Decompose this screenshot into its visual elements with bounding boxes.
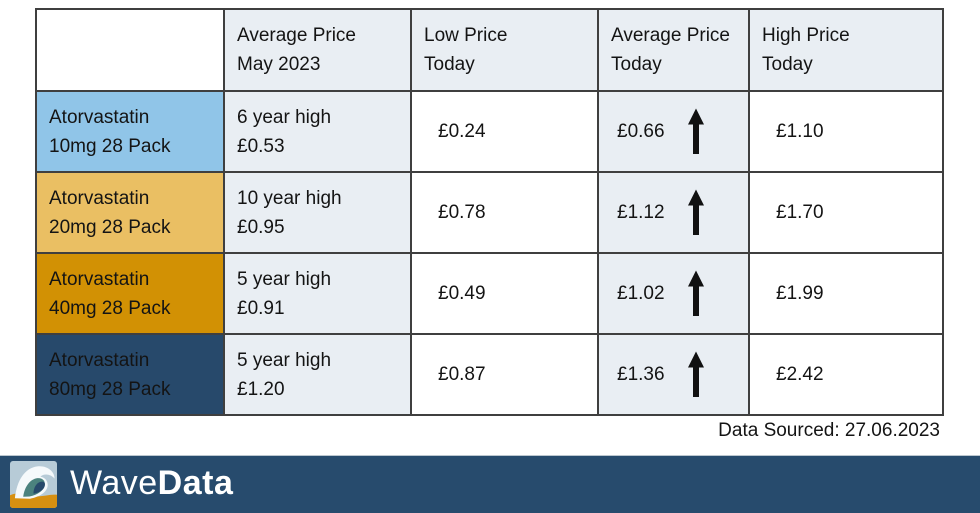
may-price-cell: 5 year high £0.91 <box>223 252 412 335</box>
may-price-cell: 6 year high £0.53 <box>223 90 412 173</box>
avg-price-value: £1.12 <box>617 201 665 223</box>
table-row: Atorvastatin 10mg 28 Pack 6 year high £0… <box>35 90 944 173</box>
avg-price-cell: £1.36 <box>597 333 750 416</box>
avg-price-value: £0.66 <box>617 120 665 142</box>
table-row: Atorvastatin 20mg 28 Pack 10 year high £… <box>35 171 944 254</box>
drug-label-cell: Atorvastatin 40mg 28 Pack <box>35 252 225 335</box>
low-price-cell: £0.87 <box>410 333 599 416</box>
avg-price-value: £1.02 <box>617 282 665 304</box>
header-avg-may-2023: Average Price May 2023 <box>223 8 412 92</box>
header-blank-cell <box>35 8 225 92</box>
avg-price-cell: £0.66 <box>597 90 750 173</box>
header-high-today: High Price Today <box>748 8 944 92</box>
brand-name-second: Data <box>157 464 234 502</box>
low-price-cell: £0.49 <box>410 252 599 335</box>
source-note: Data Sourced: 27.06.2023 <box>718 420 940 441</box>
may-price-cell: 10 year high £0.95 <box>223 171 412 254</box>
brand-name-first: Wave <box>70 464 158 502</box>
high-price-cell: £1.10 <box>748 90 944 173</box>
up-arrow-icon <box>687 189 705 236</box>
drug-label-cell: Atorvastatin 20mg 28 Pack <box>35 171 225 254</box>
brand-name: WaveData <box>70 466 233 503</box>
drug-label-cell: Atorvastatin 80mg 28 Pack <box>35 333 225 416</box>
header-low-today: Low Price Today <box>410 8 599 92</box>
drug-label-cell: Atorvastatin 10mg 28 Pack <box>35 90 225 173</box>
high-price-cell: £2.42 <box>748 333 944 416</box>
header-avg-today: Average Price Today <box>597 8 750 92</box>
low-price-cell: £0.24 <box>410 90 599 173</box>
avg-price-cell: £1.12 <box>597 171 750 254</box>
brand-footer-bar: WaveData <box>0 455 980 513</box>
high-price-cell: £1.70 <box>748 171 944 254</box>
up-arrow-icon <box>687 108 705 155</box>
up-arrow-icon <box>687 270 705 317</box>
avg-price-cell: £1.02 <box>597 252 750 335</box>
price-table: Average Price May 2023 Low Price Today A… <box>35 8 944 416</box>
high-price-cell: £1.99 <box>748 252 944 335</box>
wave-icon <box>10 461 57 508</box>
table-header-row: Average Price May 2023 Low Price Today A… <box>35 8 944 92</box>
table-row: Atorvastatin 80mg 28 Pack 5 year high £1… <box>35 333 944 416</box>
low-price-cell: £0.78 <box>410 171 599 254</box>
may-price-cell: 5 year high £1.20 <box>223 333 412 416</box>
avg-price-value: £1.36 <box>617 363 665 385</box>
up-arrow-icon <box>687 351 705 398</box>
table-row: Atorvastatin 40mg 28 Pack 5 year high £0… <box>35 252 944 335</box>
